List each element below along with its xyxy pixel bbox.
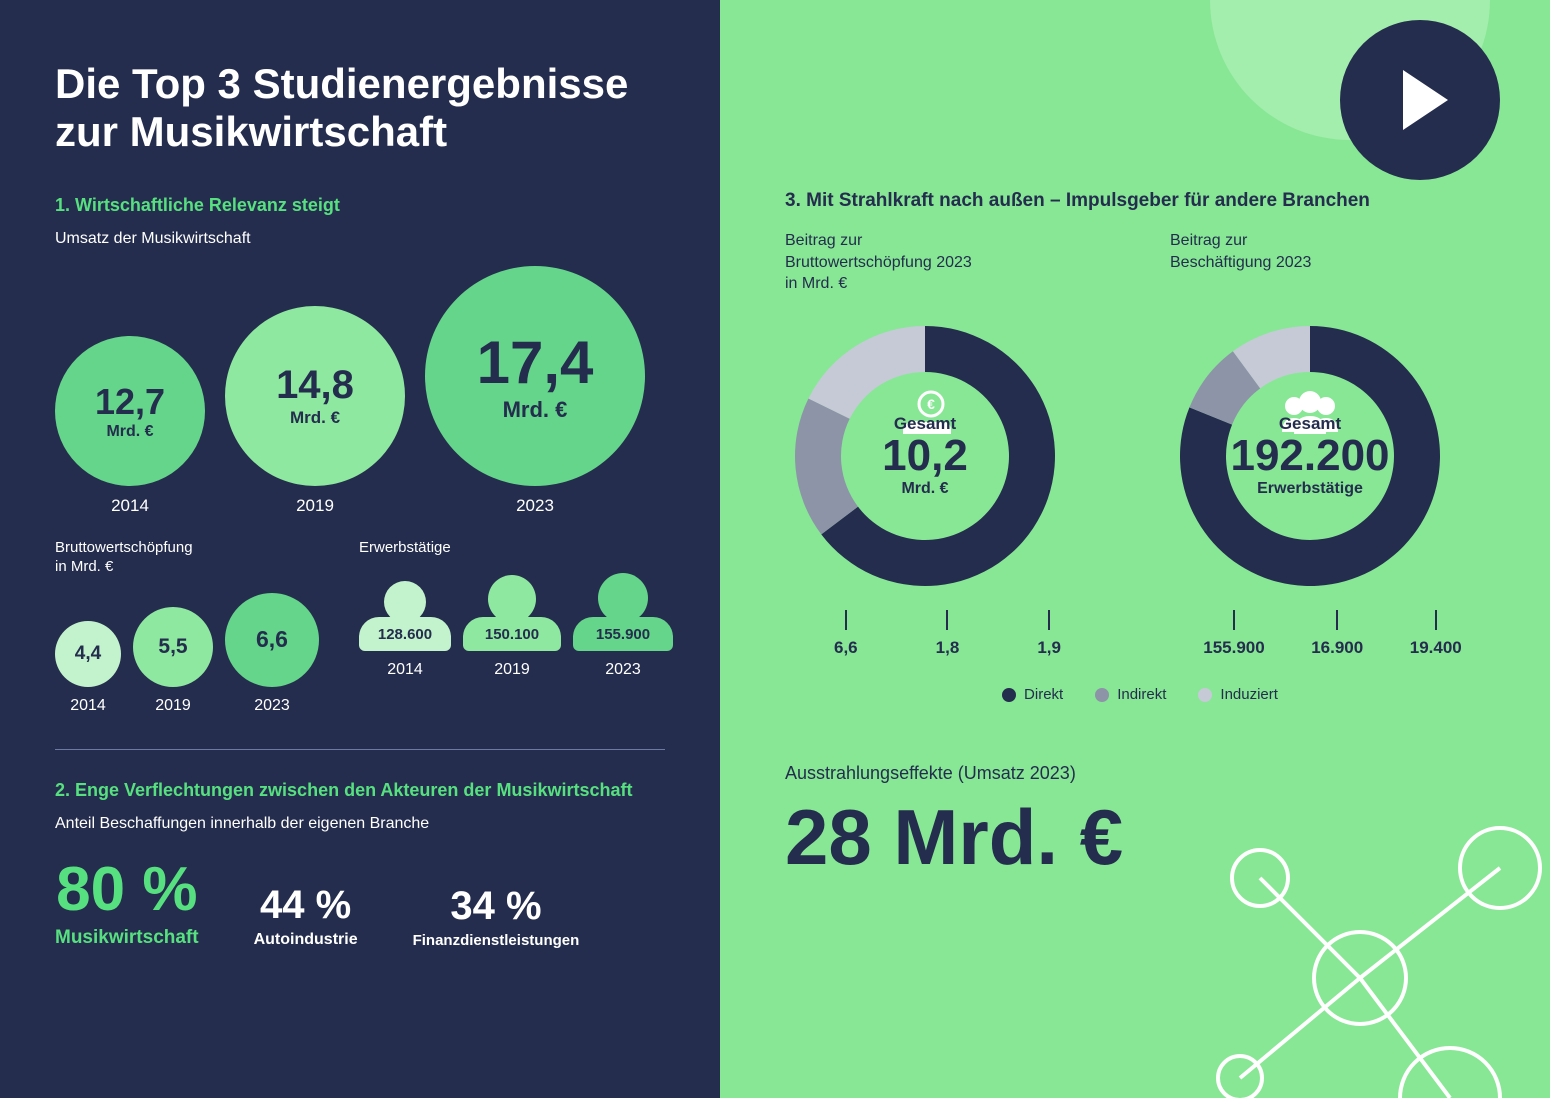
main-title: Die Top 3 Studienergebnisse zur Musikwir… [55,60,665,157]
donut-row: Beitrag zurBruttowertschöpfung 2023in Mr… [785,230,1495,658]
revenue-bubble: 12,7 Mrd. € 2014 [55,336,205,516]
donut-chart: Beitrag zurBeschäftigung 2023 Gesamt 192… [1170,230,1495,658]
section2-heading: 2. Enge Verflechtungen zwischen den Akte… [55,780,665,801]
emp-person: 150.100 2019 [463,575,561,679]
section3-heading: 3. Mit Strahlkraft nach außen – Impulsge… [785,190,1495,212]
legend-item: Indirekt [1095,686,1166,703]
gva-bubble: 5,52019 [133,607,213,715]
gva-bubble: 6,62023 [225,593,319,715]
gva-bubbles: 4,420145,520196,62023 [55,593,319,715]
legend-item: Direkt [1002,686,1063,703]
play-icon [1340,20,1500,180]
revenue-bubbles: 12,7 Mrd. € 2014 14,8 Mrd. € 2019 17,4 M… [55,266,665,516]
emp-people: 128.600 2014 150.100 2019 155.900 2023 [359,573,673,679]
section2-subtitle: Anteil Beschaffungen innerhalb der eigen… [55,815,665,833]
legend-item: Induziert [1198,686,1278,703]
gva-title: Bruttowertschöpfungin Mrd. € [55,538,319,577]
donut-chart: Beitrag zurBruttowertschöpfung 2023in Mr… [785,230,1110,658]
network-decoration [1150,718,1550,1098]
right-panel: 3. Mit Strahlkraft nach außen – Impulsge… [720,0,1550,1098]
percent-item: 34 % Finanzdienstleistungen [413,886,580,949]
left-panel: Die Top 3 Studienergebnisse zur Musikwir… [0,0,720,1098]
emp-person: 128.600 2014 [359,581,451,679]
section1-subtitle: Umsatz der Musikwirtschaft [55,230,665,248]
percent-item: 80 % Musikwirtschaft [55,859,199,949]
legend: Direkt Indirekt Induziert [785,686,1495,703]
percent-item: 44 % Autoindustrie [254,885,358,949]
emp-person: 155.900 2023 [573,573,673,679]
revenue-bubble: 17,4 Mrd. € 2023 [425,266,645,516]
percent-row: 80 % Musikwirtschaft 44 % Autoindustrie 34… [55,859,665,949]
gva-bubble: 4,42014 [55,621,121,715]
divider [55,749,665,750]
revenue-bubble: 14,8 Mrd. € 2019 [225,306,405,516]
emp-title: Erwerbstätige [359,538,673,558]
section1-heading: 1. Wirtschaftliche Relevanz steigt [55,195,665,216]
